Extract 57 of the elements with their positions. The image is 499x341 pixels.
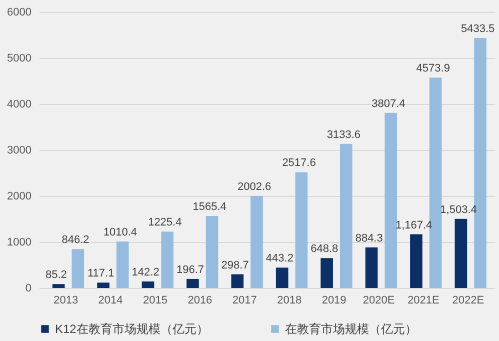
data-label: 3807.4 <box>372 98 406 110</box>
bar <box>250 196 263 288</box>
data-label: 884.3 <box>355 232 383 244</box>
bar <box>206 216 218 288</box>
bar <box>340 144 352 288</box>
data-label: 846.2 <box>62 234 90 246</box>
y-tick-label: 2000 <box>7 190 32 202</box>
y-tick-label: 5000 <box>7 52 32 64</box>
bar <box>454 218 468 288</box>
x-tick-label: 2016 <box>188 294 212 306</box>
y-tick-label: 4000 <box>7 98 32 110</box>
bar <box>186 278 199 288</box>
data-label: 85.2 <box>45 269 67 282</box>
bar <box>52 284 65 288</box>
y-tick-label: 1000 <box>7 236 32 248</box>
data-label: 443.2 <box>266 252 294 265</box>
x-tick-label: 2015 <box>142 294 168 306</box>
data-label: 1225.4 <box>148 216 182 229</box>
data-label: 648.8 <box>310 243 338 256</box>
y-tick-label: 0 <box>25 282 32 294</box>
bar <box>116 242 129 288</box>
data-label: 117.1 <box>88 268 114 280</box>
data-label: 142.2 <box>132 266 160 278</box>
bar <box>161 232 174 288</box>
x-tick-label: 2014 <box>98 294 123 306</box>
bar <box>142 281 154 288</box>
bar <box>72 249 84 288</box>
y-tick-label: 3000 <box>7 144 32 156</box>
x-tick-label: 2018 <box>277 294 302 306</box>
legend-label: 在教育市场规模（亿元） <box>285 322 417 336</box>
x-tick-label: 2020E <box>362 294 395 306</box>
bar <box>320 258 333 288</box>
data-label: 4573.9 <box>416 62 450 75</box>
x-tick-label: 2019 <box>322 294 346 306</box>
x-tick-label: 2017 <box>232 294 257 306</box>
data-label: 1,503.4 <box>440 204 477 216</box>
legend-label: K12在教育市场规模（亿元） <box>55 322 208 336</box>
bar <box>276 268 288 288</box>
bar <box>410 234 422 288</box>
data-label: 1010.4 <box>103 226 138 239</box>
data-label: 1,167.4 <box>395 219 432 232</box>
data-label: 3133.6 <box>326 128 361 141</box>
data-label: 1565.4 <box>192 200 226 213</box>
x-tick-label: 2021E <box>408 294 440 306</box>
bar <box>384 112 398 288</box>
data-label: 2517.6 <box>282 157 316 170</box>
bar <box>231 274 244 288</box>
y-tick-label: 6000 <box>7 6 32 18</box>
data-label: 298.7 <box>221 259 249 272</box>
bar <box>295 172 308 288</box>
data-label: 2002.6 <box>237 180 272 193</box>
data-label: 5433.5 <box>461 23 495 36</box>
bar <box>365 247 378 288</box>
x-tick-label: 2013 <box>54 294 78 306</box>
x-tick-label: 2022E <box>452 294 484 306</box>
data-label: 196.7 <box>176 264 204 276</box>
bar <box>97 282 110 288</box>
